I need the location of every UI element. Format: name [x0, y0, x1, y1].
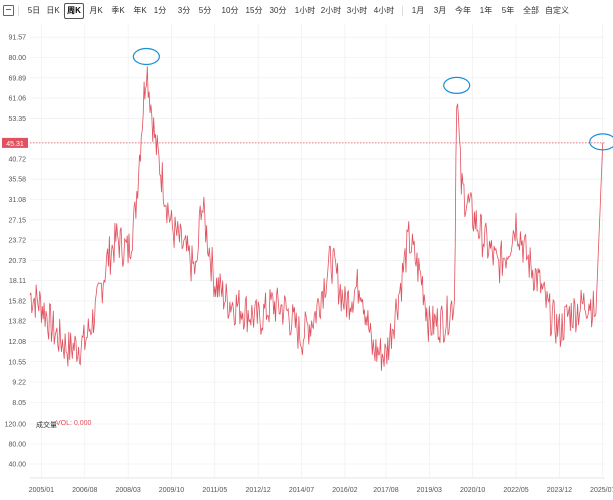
- y-tick-label: 18.11: [9, 278, 26, 285]
- x-tick-label: 2016/02: [332, 487, 357, 494]
- period-tab[interactable]: 15分: [245, 6, 263, 15]
- period-tab[interactable]: 自定义: [545, 6, 569, 15]
- period-tab[interactable]: 3分: [177, 6, 191, 15]
- period-tab[interactable]: 年K: [133, 6, 147, 15]
- volume-value: VOL: 0.000: [56, 420, 92, 427]
- x-tick-label: 2020/10: [460, 487, 485, 494]
- x-tick-label: 2011/05: [202, 487, 227, 494]
- x-tick-label: 2025/07: [590, 487, 613, 494]
- toolbar-separator: [402, 6, 403, 16]
- volume-label: 成交量: [36, 422, 57, 429]
- y-tick-label: 69.89: [8, 75, 26, 82]
- period-tab[interactable]: 4小时: [373, 6, 395, 15]
- highlight-circle: [443, 76, 471, 95]
- y-tick-label: 10.55: [8, 359, 26, 366]
- x-tick-label: 2014/07: [289, 487, 314, 494]
- highlight-circle: [589, 133, 613, 151]
- x-tick-label: 2005/01: [29, 487, 54, 494]
- volume-tick-label: 120.00: [5, 422, 27, 429]
- volume-tick-label: 80.00: [8, 442, 26, 449]
- period-tab[interactable]: 5分: [198, 6, 212, 15]
- period-tab[interactable]: 1分: [153, 6, 167, 15]
- period-tab[interactable]: 月K: [89, 6, 103, 15]
- period-tab[interactable]: 1月: [411, 6, 425, 15]
- period-tab[interactable]: 3小时: [346, 6, 368, 15]
- y-tick-label: 40.72: [8, 156, 26, 163]
- toolbar-separator: [18, 6, 19, 16]
- toolbar: 5日 日K 周K 月K 季K 年K 1分 3分 5分 10分 15分 30分 1小时 2小时 3小时 4小时 1…: [0, 0, 613, 22]
- panel-toggle-icon[interactable]: [3, 5, 14, 16]
- y-tick-label: 53.35: [8, 116, 26, 123]
- last-price-label: 45.31: [6, 141, 24, 148]
- period-tab[interactable]: 日K: [46, 6, 60, 15]
- y-tick-label: 12.08: [8, 339, 26, 346]
- x-tick-label: 2006/08: [72, 487, 97, 494]
- period-tab[interactable]: 周K: [64, 3, 84, 19]
- y-tick-label: 27.15: [8, 217, 26, 224]
- highlight-circle: [132, 47, 160, 66]
- x-tick-label: 2012/12: [246, 487, 271, 494]
- period-tab[interactable]: 季K: [111, 6, 125, 15]
- x-tick-label: 2022/05: [503, 487, 528, 494]
- y-tick-label: 13.82: [8, 319, 26, 326]
- y-tick-label: 15.82: [8, 298, 26, 305]
- x-tick-label: 2009/10: [159, 487, 184, 494]
- x-tick-label: 2008/03: [115, 487, 140, 494]
- period-tab[interactable]: 3月: [433, 6, 447, 15]
- period-tab[interactable]: 2小时: [320, 6, 342, 15]
- period-tab[interactable]: 5日: [27, 6, 41, 15]
- x-tick-label: 2017/08: [373, 487, 398, 494]
- y-tick-label: 9.22: [12, 379, 26, 386]
- y-tick-label: 8.05: [12, 400, 26, 407]
- period-tab[interactable]: 全部: [523, 6, 539, 15]
- y-tick-label: 35.58: [8, 177, 26, 184]
- x-tick-label: 2023/12: [547, 487, 572, 494]
- x-tick-label: 2019/03: [417, 487, 442, 494]
- period-tab[interactable]: 10分: [221, 6, 239, 15]
- y-tick-label: 80.00: [8, 55, 26, 62]
- last-price-badge: [2, 137, 28, 148]
- y-tick-label: 91.57: [8, 35, 26, 42]
- y-tick-label: 20.73: [8, 258, 26, 265]
- period-tab[interactable]: 1小时: [294, 6, 316, 15]
- y-tick-label: 61.06: [8, 96, 26, 103]
- price-series-line: [29, 66, 604, 371]
- period-tab[interactable]: 5年: [501, 6, 515, 15]
- y-tick-label: 23.72: [8, 238, 26, 245]
- y-tick-label: 31.08: [8, 197, 26, 204]
- period-tab[interactable]: 今年: [455, 6, 471, 15]
- period-tab[interactable]: 1年: [479, 6, 493, 15]
- volume-tick-label: 40.00: [8, 462, 26, 469]
- period-tab[interactable]: 30分: [269, 6, 287, 15]
